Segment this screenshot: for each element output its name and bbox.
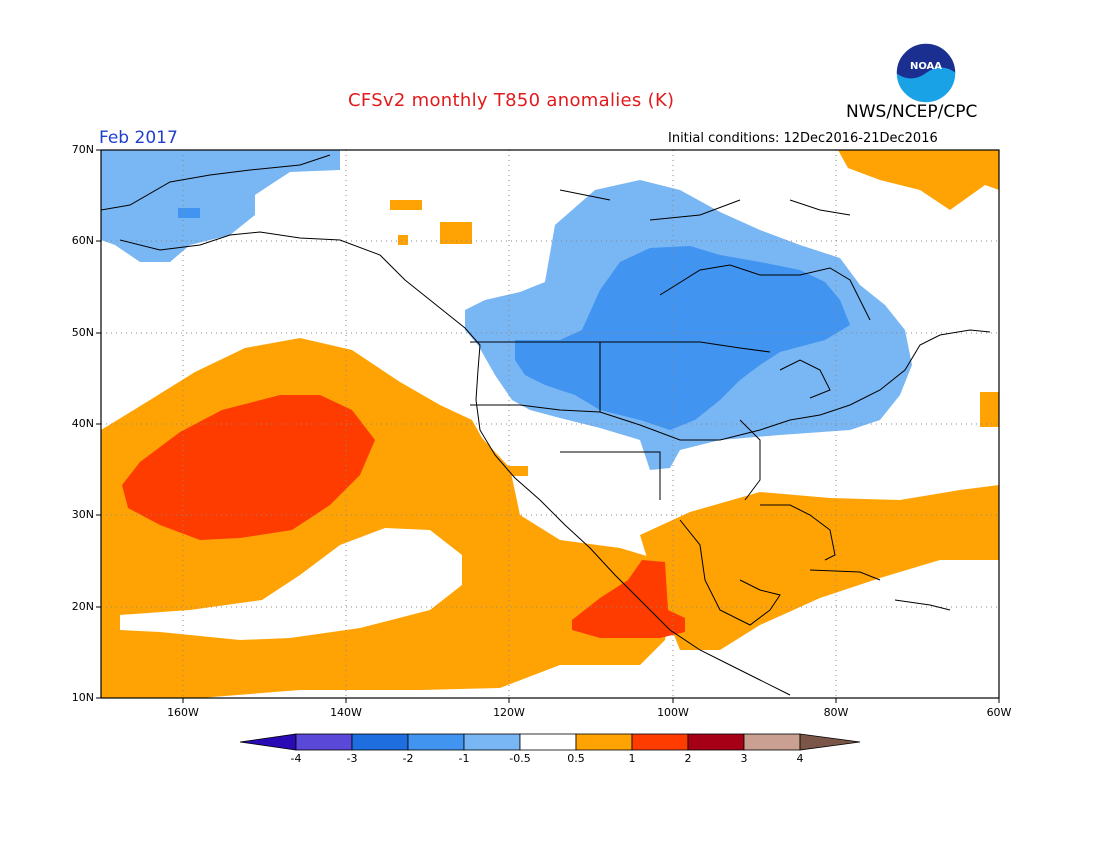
colorbar-cell-neg1 (407, 733, 465, 751)
colorbar-label: -2 (402, 752, 414, 765)
anomaly-patch (838, 150, 999, 210)
lat-label: 70N (71, 143, 94, 156)
forecast-month: Feb 2017 (99, 128, 178, 148)
logo-text: NOAA (910, 61, 942, 72)
colorbar-cell-pos1 (631, 733, 689, 751)
colorbar-cell-pos2 (687, 733, 745, 751)
lon-label: 140W (330, 706, 362, 719)
anomaly-pacific-neutral (120, 528, 462, 640)
initial-conditions: Initial conditions: 12Dec2016-21Dec2016 (668, 131, 938, 146)
lon-label: 100W (657, 706, 689, 719)
colorbar-cell-pos3 (743, 733, 801, 751)
lon-label: 160W (167, 706, 199, 719)
lon-label: 120W (493, 706, 525, 719)
anomaly-bering-cool (101, 150, 340, 262)
colorbar-label: -4 (290, 752, 302, 765)
lat-label: 50N (71, 326, 94, 339)
lon-label: 60W (986, 706, 1012, 719)
page-title: CFSv2 monthly T850 anomalies (K) (348, 90, 675, 111)
lat-label: 40N (71, 417, 94, 430)
colorbar-cell-pos4 (799, 733, 861, 751)
anomaly-patch (500, 466, 528, 476)
colorbar-cell-pos05 (575, 733, 633, 751)
lon-label: 80W (823, 706, 849, 719)
lat-label: 30N (71, 508, 94, 521)
noaa-logo: NOAA (895, 42, 957, 104)
colorbar-cell-neg05 (463, 733, 521, 751)
colorbar-label: -3 (346, 752, 358, 765)
colorbar-label: -1 (458, 752, 470, 765)
anomaly-patch (980, 392, 999, 427)
lat-label: 10N (71, 691, 94, 704)
colorbar-cell-neg2 (351, 733, 409, 751)
colorbar (239, 733, 861, 751)
colorbar-label: 0.5 (567, 752, 585, 765)
anomaly-mexico-hot (572, 560, 685, 638)
anomaly-canada-cooler (515, 246, 850, 430)
colorbar-cell-zero (519, 733, 577, 751)
anomaly-patch (390, 200, 422, 210)
colorbar-cell-neg3 (295, 733, 353, 751)
colorbar-label: 3 (740, 752, 748, 765)
colorbar-label: -0.5 (509, 752, 531, 765)
organization-label: NWS/NCEP/CPC (846, 102, 978, 122)
anomaly-pacific-hot (122, 395, 375, 540)
colorbar-label: 4 (796, 752, 804, 765)
anomaly-gulf-warm (640, 485, 999, 650)
lat-label: 60N (71, 234, 94, 247)
anomaly-patch-cool (178, 208, 200, 218)
coastlines (101, 154, 991, 696)
anomaly-patch (440, 222, 472, 244)
colorbar-label: 2 (684, 752, 692, 765)
lat-label: 20N (71, 600, 94, 613)
anomaly-patch (398, 235, 408, 245)
colorbar-cell-neg4 (239, 733, 297, 751)
colorbar-label: 1 (628, 752, 636, 765)
